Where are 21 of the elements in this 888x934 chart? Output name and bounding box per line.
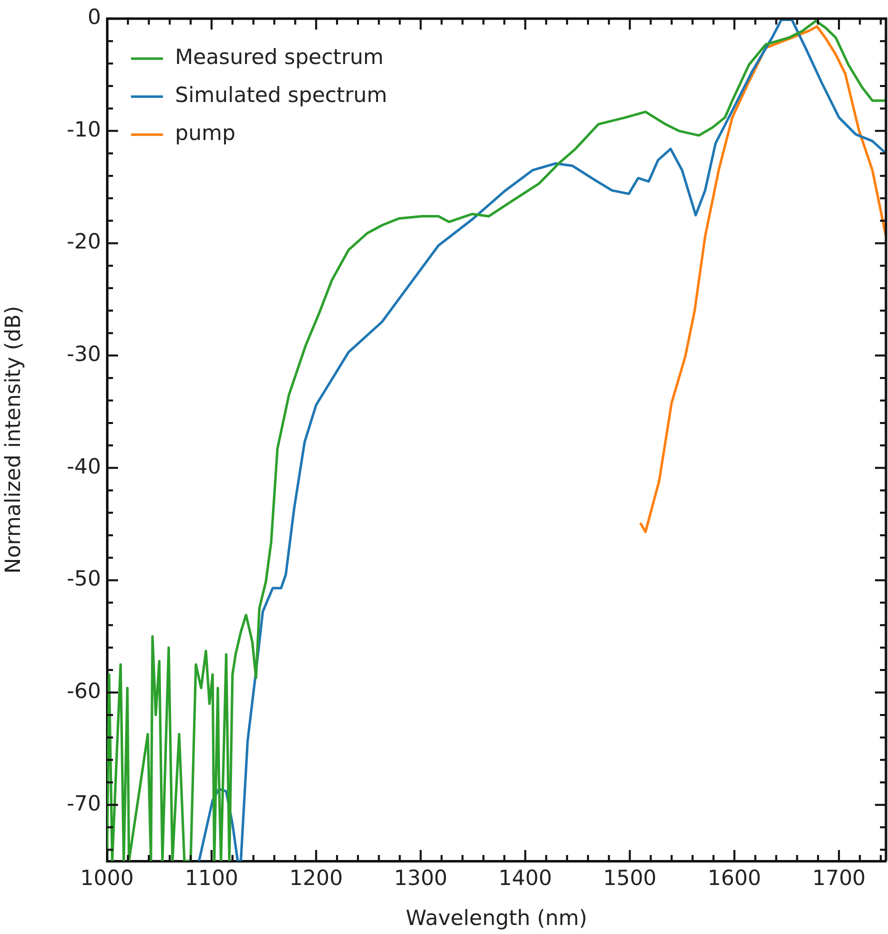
x-tick-label: 1100 [184, 866, 238, 890]
x-tick-label: 1400 [498, 866, 552, 890]
y-tick-label: -20 [66, 230, 101, 254]
legend-label: Measured spectrum [175, 45, 384, 70]
x-tick-label: 1500 [603, 866, 657, 890]
x-tick-label: 1000 [80, 866, 134, 890]
y-tick-label: -40 [66, 454, 101, 478]
x-tick-label: 1200 [289, 866, 343, 890]
y-tick-label: 0 [88, 5, 101, 30]
legend-label: pump [175, 121, 236, 146]
legend-label: Simulated spectrum [175, 83, 388, 108]
x-tick-label: 1300 [394, 866, 448, 890]
y-axis-title: Normalized intensity (dB) [1, 306, 26, 574]
y-tick-label: -70 [66, 791, 101, 816]
y-tick-label: -50 [66, 566, 101, 591]
x-tick-label: 1600 [708, 866, 762, 890]
y-tick-label: -10 [66, 117, 101, 142]
x-tick-label: 1700 [812, 866, 866, 890]
y-tick-label: -60 [66, 678, 101, 703]
y-tick-label: -30 [66, 342, 101, 366]
x-axis-title: Wavelength (nm) [406, 906, 588, 930]
